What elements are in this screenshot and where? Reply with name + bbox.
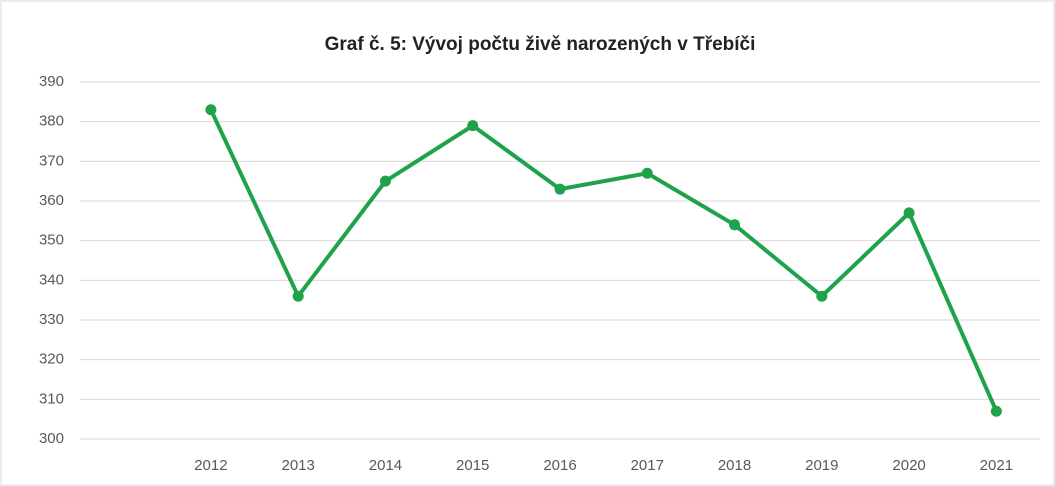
x-tick-label: 2019	[805, 457, 838, 474]
x-tick-label: 2020	[892, 457, 925, 474]
y-tick-label: 380	[39, 113, 64, 130]
y-tick-label: 300	[39, 430, 64, 447]
x-tick-label: 2013	[281, 457, 314, 474]
x-tick-label: 2021	[980, 457, 1013, 474]
x-tick-label: 2016	[543, 457, 576, 474]
y-tick-label: 350	[39, 232, 64, 249]
y-tick-label: 320	[39, 351, 64, 368]
y-tick-label: 360	[39, 192, 64, 209]
data-point	[292, 290, 304, 302]
x-tick-label: 2014	[369, 457, 402, 474]
y-tick-label: 310	[39, 390, 64, 407]
data-point	[554, 183, 566, 195]
data-point	[205, 104, 217, 116]
data-line	[209, 108, 999, 413]
data-point	[467, 120, 479, 132]
data-point	[990, 405, 1002, 417]
data-point	[641, 167, 653, 179]
data-point	[816, 290, 828, 302]
x-tick-label: 2015	[456, 457, 489, 474]
x-tick-label: 2017	[631, 457, 664, 474]
data-point	[379, 175, 391, 187]
chart-title: Graf č. 5: Vývoj počtu živě narozených v…	[325, 34, 756, 55]
x-tick-label: 2012	[194, 457, 227, 474]
x-tick-label: 2018	[718, 457, 751, 474]
y-tick-label: 340	[39, 271, 64, 288]
y-tick-label: 390	[39, 73, 64, 90]
y-tick-label: 330	[39, 311, 64, 328]
data-point	[729, 219, 741, 231]
data-point	[903, 207, 915, 219]
y-tick-label: 370	[39, 152, 64, 169]
